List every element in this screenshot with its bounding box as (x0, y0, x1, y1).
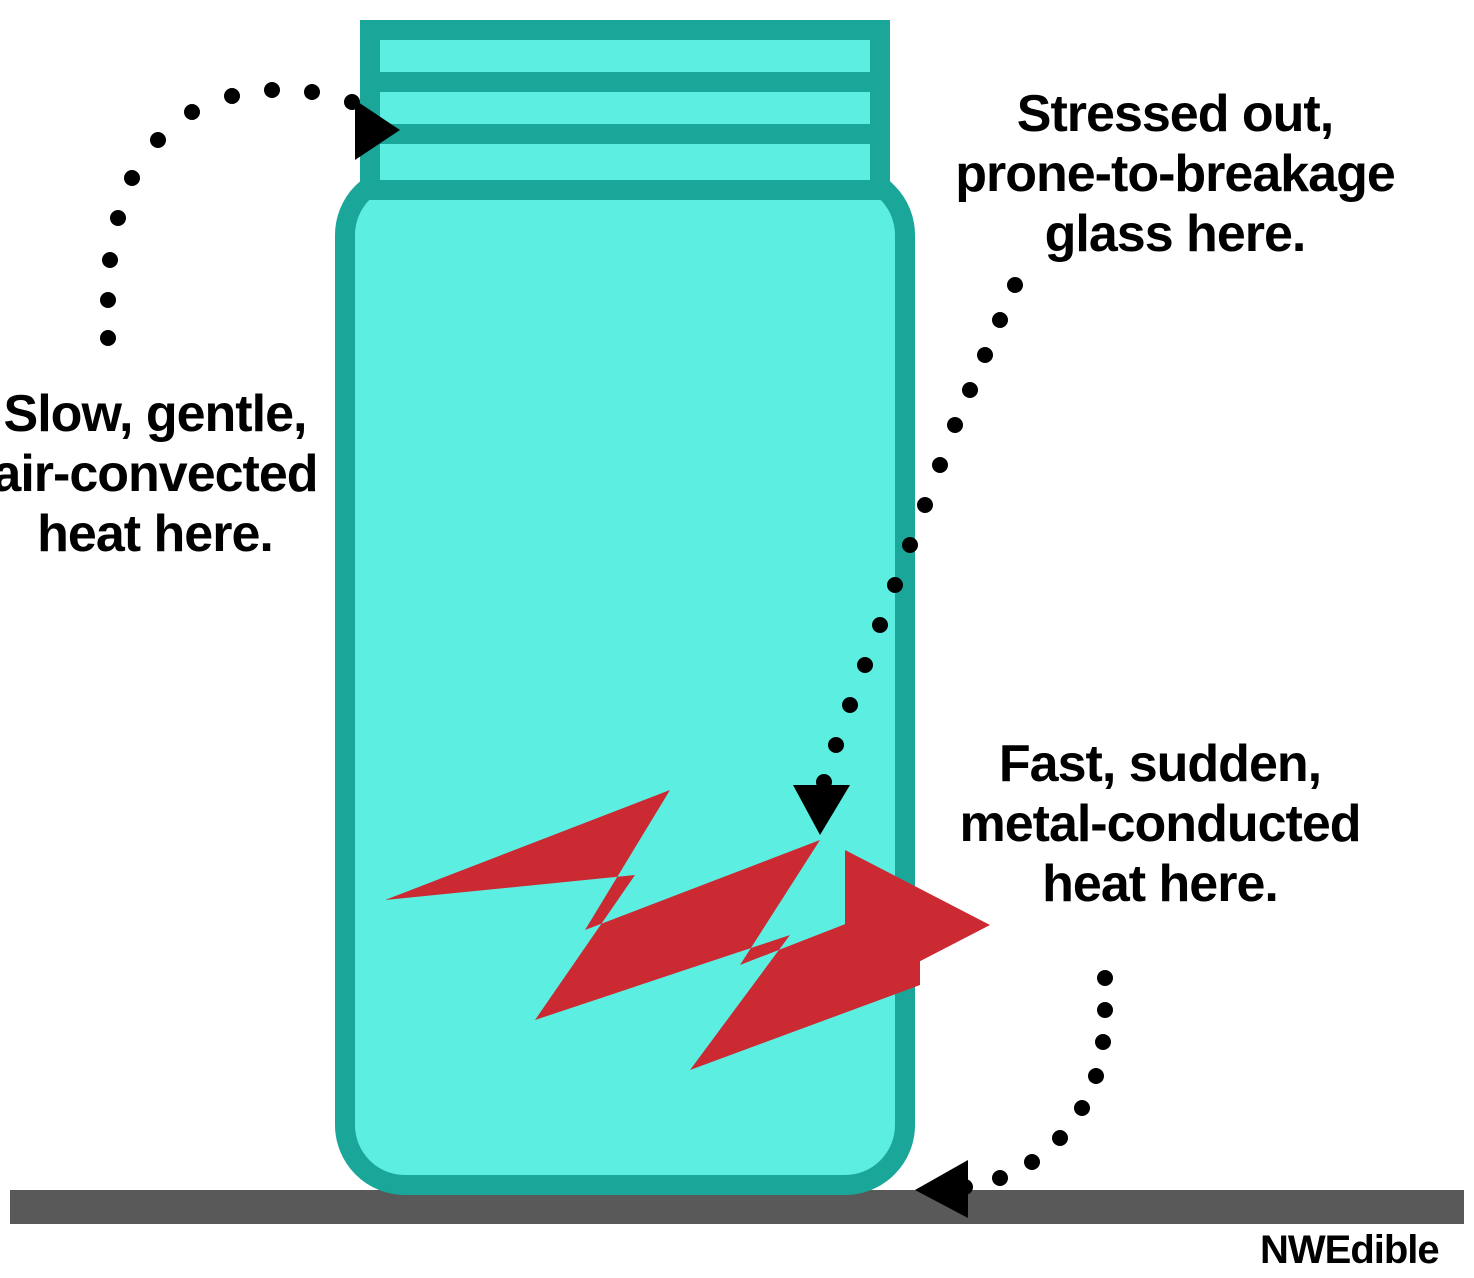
base-plate (10, 1190, 1464, 1224)
dot-icon (1052, 1130, 1068, 1146)
dot-icon (902, 537, 918, 553)
dot-icon (1097, 1002, 1113, 1018)
dot-icon (1007, 277, 1023, 293)
dot-icon (872, 617, 888, 633)
dot-icon (977, 347, 993, 363)
dot-icon (150, 132, 166, 148)
dot-icon (110, 210, 126, 226)
label-line: air-convected (0, 445, 405, 505)
dot-icon (857, 657, 873, 673)
credit-text: NWEdible (1260, 1228, 1439, 1273)
label-line: prone-to-breakage (925, 145, 1425, 205)
dot-icon (962, 382, 978, 398)
dot-icon (917, 497, 933, 513)
dot-icon (1024, 1154, 1040, 1170)
label-line: metal-conducted (910, 795, 1410, 855)
dot-icon (947, 417, 963, 433)
dot-icon (1074, 1100, 1090, 1116)
dot-icon (264, 82, 280, 98)
dot-icon (1097, 970, 1113, 986)
dot-icon (887, 577, 903, 593)
label-line: Slow, gentle, (0, 385, 405, 445)
label-line: Fast, sudden, (910, 735, 1410, 795)
dot-icon (100, 330, 116, 346)
label-line: heat here. (0, 505, 405, 565)
dot-icon (224, 88, 240, 104)
dot-icon (100, 292, 116, 308)
dot-icon (1095, 1034, 1111, 1050)
diagram-stage: Slow, gentle,air-convectedheat here. Str… (0, 0, 1474, 1278)
jar-collar (370, 30, 880, 190)
label-line: glass here. (925, 205, 1425, 265)
dot-icon (842, 697, 858, 713)
dot-icon (124, 170, 140, 186)
label-fast-sudden: Fast, sudden,metal-conductedheat here. (910, 735, 1410, 914)
label-line: Stressed out, (925, 85, 1425, 145)
dot-icon (1088, 1068, 1104, 1084)
arrow-bottom-right (915, 970, 1113, 1218)
label-stressed-glass: Stressed out,prone-to-breakageglass here… (925, 85, 1425, 264)
dot-icon (102, 252, 118, 268)
dot-icon (304, 84, 320, 100)
label-line: heat here. (910, 855, 1410, 915)
label-slow-gentle: Slow, gentle,air-convectedheat here. (0, 385, 405, 564)
jar-body (345, 175, 905, 1185)
dot-icon (828, 737, 844, 753)
dot-icon (184, 104, 200, 120)
dot-icon (992, 1170, 1008, 1186)
dot-icon (992, 312, 1008, 328)
dot-icon (932, 457, 948, 473)
